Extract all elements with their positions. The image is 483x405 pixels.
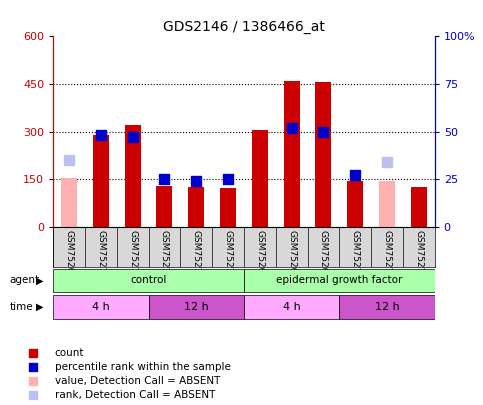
Point: [129, 134, 137, 141]
Point: [29, 392, 37, 399]
Text: GSM75276: GSM75276: [383, 230, 392, 279]
Point: [192, 178, 200, 184]
FancyBboxPatch shape: [53, 295, 149, 319]
Bar: [315, 83, 331, 227]
Text: 4 h: 4 h: [283, 302, 300, 312]
Bar: [188, 187, 204, 227]
Text: ▶: ▶: [36, 275, 44, 286]
Point: [65, 157, 73, 164]
FancyBboxPatch shape: [339, 295, 435, 319]
Point: [97, 132, 105, 139]
Point: [160, 176, 168, 182]
Point: [320, 128, 327, 135]
Text: percentile rank within the sample: percentile rank within the sample: [55, 362, 230, 372]
Bar: [156, 185, 172, 227]
Text: GSM75267: GSM75267: [287, 230, 296, 279]
Bar: [220, 188, 236, 227]
Text: 12 h: 12 h: [375, 302, 399, 312]
Title: GDS2146 / 1386466_at: GDS2146 / 1386466_at: [163, 20, 325, 34]
Point: [383, 159, 391, 165]
Bar: [411, 187, 427, 227]
FancyBboxPatch shape: [53, 269, 244, 292]
Point: [29, 378, 37, 384]
Bar: [93, 135, 109, 227]
Bar: [347, 181, 363, 227]
Text: rank, Detection Call = ABSENT: rank, Detection Call = ABSENT: [55, 390, 215, 400]
Point: [29, 364, 37, 370]
Bar: [284, 81, 299, 227]
Text: GSM75269: GSM75269: [65, 230, 73, 279]
Point: [288, 125, 296, 131]
Bar: [379, 181, 395, 227]
Text: 12 h: 12 h: [184, 302, 209, 312]
Text: GSM75271: GSM75271: [128, 230, 137, 279]
Text: 4 h: 4 h: [92, 302, 110, 312]
Text: GSM75268: GSM75268: [319, 230, 328, 279]
Point: [351, 172, 359, 179]
Text: GSM75270: GSM75270: [96, 230, 105, 279]
Text: time: time: [10, 302, 33, 312]
Bar: [252, 130, 268, 227]
Text: ▶: ▶: [36, 302, 44, 312]
Text: GSM75272: GSM75272: [160, 230, 169, 279]
Text: GSM75274: GSM75274: [224, 230, 232, 279]
Text: GSM75273: GSM75273: [192, 230, 201, 279]
FancyBboxPatch shape: [149, 295, 244, 319]
Text: control: control: [130, 275, 167, 286]
FancyBboxPatch shape: [244, 269, 435, 292]
Point: [29, 350, 37, 356]
Text: value, Detection Call = ABSENT: value, Detection Call = ABSENT: [55, 376, 220, 386]
Text: epidermal growth factor: epidermal growth factor: [276, 275, 402, 286]
Text: agent: agent: [10, 275, 40, 286]
Text: GSM75265: GSM75265: [256, 230, 264, 279]
Text: count: count: [55, 348, 84, 358]
FancyBboxPatch shape: [244, 295, 339, 319]
Bar: [125, 125, 141, 227]
Point: [224, 176, 232, 182]
Text: GSM75277: GSM75277: [414, 230, 423, 279]
Bar: [61, 178, 77, 227]
Text: GSM75275: GSM75275: [351, 230, 360, 279]
